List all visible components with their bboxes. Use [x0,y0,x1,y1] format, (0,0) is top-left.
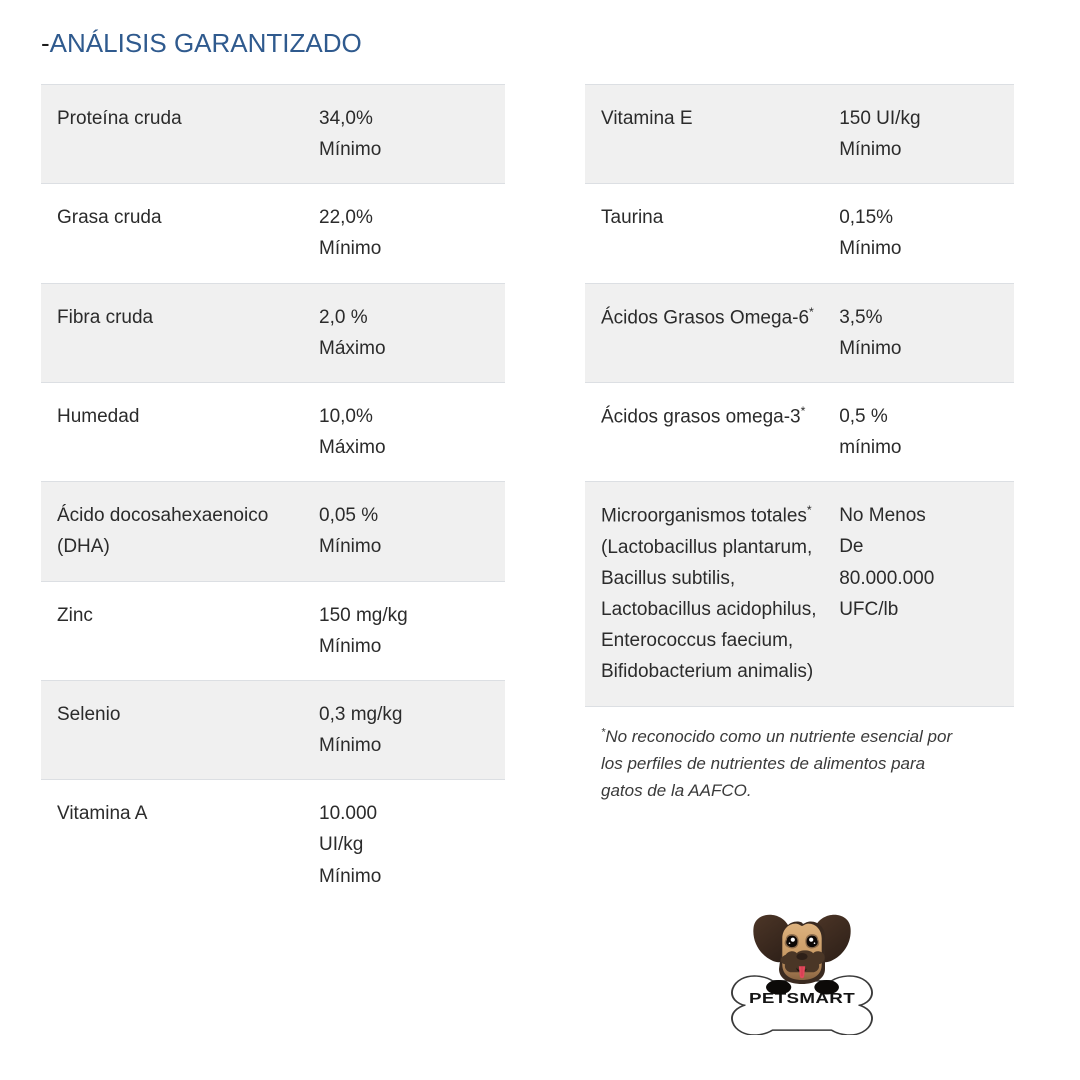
svg-text:PETSMART: PETSMART [749,990,856,1006]
